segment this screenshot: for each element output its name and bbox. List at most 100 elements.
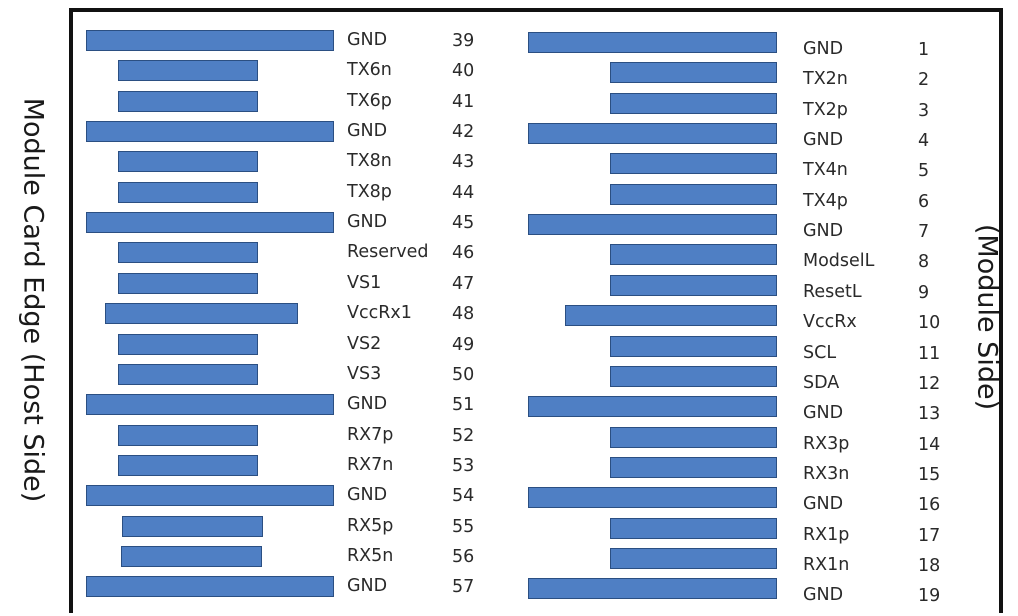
pin-signal-label: VS2 bbox=[347, 333, 382, 354]
pin-number-label: 9 bbox=[918, 282, 930, 303]
contact-pad bbox=[610, 456, 777, 478]
contact-pad bbox=[528, 578, 777, 600]
contact-pad bbox=[610, 426, 777, 448]
pin-number-label: 13 bbox=[918, 404, 941, 425]
contact-pad bbox=[118, 454, 258, 476]
contact-pad bbox=[565, 305, 777, 327]
pin-signal-label: SDA bbox=[803, 372, 840, 393]
pin-signal-label: RX1p bbox=[803, 524, 850, 545]
contact-pad bbox=[121, 545, 262, 567]
pin-number-label: 54 bbox=[452, 486, 475, 507]
pin-number-label: 47 bbox=[452, 273, 475, 294]
contact-pad bbox=[118, 151, 258, 173]
contact-pad bbox=[610, 153, 777, 175]
contact-pad bbox=[118, 272, 258, 294]
pin-number-label: 57 bbox=[452, 577, 475, 598]
pin-signal-label: RX5n bbox=[347, 545, 394, 566]
contact-pad bbox=[118, 363, 258, 385]
contact-pad bbox=[610, 517, 777, 539]
pin-signal-label: TX2p bbox=[803, 99, 848, 120]
pin-signal-label: GND bbox=[347, 576, 388, 597]
pin-signal-label: GND bbox=[803, 494, 844, 515]
pin-signal-label: VccRx bbox=[803, 312, 857, 333]
pin-signal-label: TX2n bbox=[803, 69, 848, 90]
pin-signal-label: GND bbox=[803, 221, 844, 242]
contact-pad bbox=[610, 183, 777, 205]
pin-signal-label: VS3 bbox=[347, 363, 382, 384]
contact-pad bbox=[118, 60, 258, 82]
pin-number-label: 16 bbox=[918, 495, 941, 516]
pin-signal-label: TX4n bbox=[803, 160, 848, 181]
pin-number-label: 44 bbox=[452, 182, 475, 203]
pin-signal-label: TX6n bbox=[347, 60, 392, 81]
pin-number-label: 46 bbox=[452, 243, 475, 264]
contact-pad bbox=[610, 62, 777, 84]
pin-signal-label: RX1n bbox=[803, 554, 850, 575]
pin-number-label: 8 bbox=[918, 252, 930, 273]
pin-number-label: 11 bbox=[918, 343, 941, 364]
contact-pad bbox=[610, 365, 777, 387]
pin-signal-label: GND bbox=[347, 394, 388, 415]
pin-number-label: 45 bbox=[452, 213, 475, 234]
pin-number-label: 18 bbox=[918, 555, 941, 576]
pin-number-label: 14 bbox=[918, 434, 941, 455]
contact-pad bbox=[528, 32, 777, 53]
pin-number-label: 52 bbox=[452, 425, 475, 446]
pin-number-label: 1 bbox=[918, 40, 930, 60]
contact-pad bbox=[528, 396, 777, 418]
module-side-label: (Module Side) bbox=[971, 223, 1003, 411]
pin-number-label: 53 bbox=[452, 455, 475, 476]
pin-number-label: 19 bbox=[918, 586, 941, 607]
pin-signal-label: RX7n bbox=[347, 454, 394, 475]
pin-signal-label: GND bbox=[803, 39, 844, 59]
pin-signal-label: RX7p bbox=[347, 424, 394, 445]
pin-signal-label: GND bbox=[803, 130, 844, 151]
pin-number-label: 48 bbox=[452, 304, 475, 325]
host-side-label: Module Card Edge (Host Side) bbox=[17, 97, 49, 503]
pin-number-label: 39 bbox=[452, 31, 475, 51]
contact-pad bbox=[86, 30, 334, 51]
pin-number-label: 15 bbox=[918, 464, 941, 485]
pin-number-label: 42 bbox=[452, 122, 475, 143]
contact-pad bbox=[118, 242, 258, 264]
pin-number-label: 17 bbox=[918, 525, 941, 546]
contact-pad bbox=[105, 303, 298, 325]
contact-pad bbox=[528, 123, 777, 145]
pin-number-label: 55 bbox=[452, 516, 475, 537]
contact-pad bbox=[86, 394, 334, 416]
contact-pad bbox=[86, 576, 334, 598]
pin-signal-label: TX6p bbox=[347, 90, 392, 111]
pin-number-label: 7 bbox=[918, 222, 930, 243]
contact-pad bbox=[86, 485, 334, 507]
contact-pad bbox=[610, 335, 777, 357]
pin-number-label: 12 bbox=[918, 373, 941, 394]
contact-pad bbox=[118, 181, 258, 203]
pin-signal-label: VccRx1 bbox=[347, 303, 412, 324]
pin-number-label: 6 bbox=[918, 191, 930, 212]
contact-pad bbox=[118, 424, 258, 446]
pin-signal-label: ModselL bbox=[803, 251, 875, 272]
pin-signal-label: GND bbox=[347, 30, 388, 50]
pin-signal-label: TX4p bbox=[803, 190, 848, 211]
pin-signal-label: Reserved bbox=[347, 242, 429, 263]
contact-pad bbox=[610, 244, 777, 266]
contact-pad bbox=[118, 90, 258, 112]
contact-pad bbox=[610, 274, 777, 296]
pin-signal-label: VS1 bbox=[347, 272, 382, 293]
contact-pad bbox=[118, 333, 258, 355]
contact-pad bbox=[610, 92, 777, 114]
pin-number-label: 49 bbox=[452, 334, 475, 355]
contact-pad bbox=[86, 212, 334, 234]
pin-signal-label: GND bbox=[347, 212, 388, 233]
pin-signal-label: RX3n bbox=[803, 463, 850, 484]
card-frame bbox=[69, 8, 1003, 613]
pin-signal-label: GND bbox=[347, 121, 388, 142]
pin-number-label: 10 bbox=[918, 313, 941, 334]
contact-pad bbox=[528, 487, 777, 509]
pin-signal-label: ResetL bbox=[803, 281, 862, 302]
pin-signal-label: GND bbox=[803, 403, 844, 424]
pin-signal-label: GND bbox=[347, 485, 388, 506]
pin-number-label: 5 bbox=[918, 161, 930, 182]
pin-signal-label: GND bbox=[803, 585, 844, 606]
pin-signal-label: SCL bbox=[803, 342, 837, 363]
